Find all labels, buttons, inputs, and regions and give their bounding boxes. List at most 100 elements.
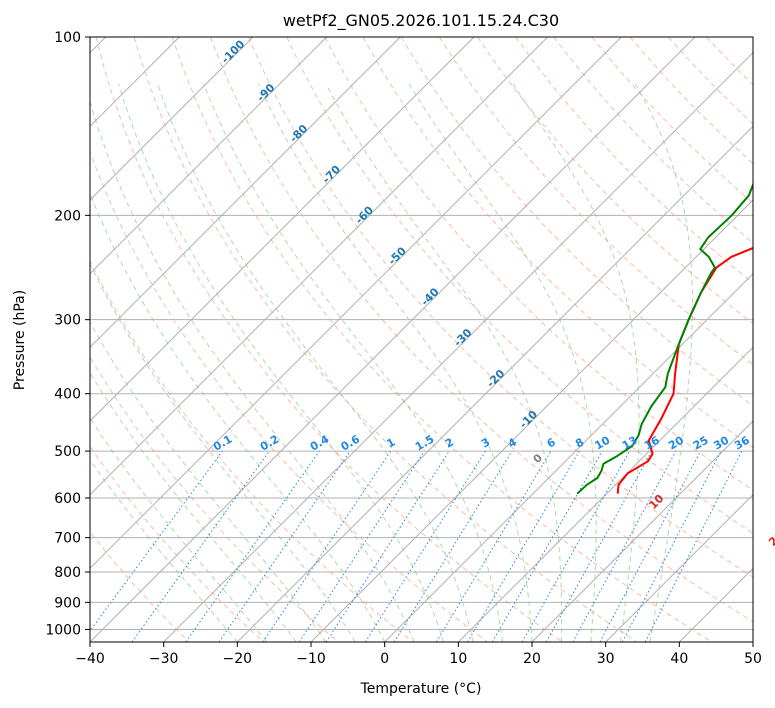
isotherm-label: -100 (219, 37, 248, 66)
y-tick-label: 600 (54, 491, 81, 507)
y-axis-label: Pressure (hPa) (12, 290, 28, 390)
mixing-ratio-label: 13 (620, 434, 640, 453)
y-tick-label: 500 (54, 444, 81, 460)
mixing-ratio-line (90, 450, 223, 632)
moist-adiabat-line (90, 321, 327, 642)
dry-adiabat-line (90, 445, 264, 642)
dewpoint-line (576, 182, 753, 495)
mixing-ratio-label: 36 (732, 433, 752, 452)
mixing-ratio-label: 6 (545, 435, 558, 450)
x-tick-label: 50 (744, 651, 762, 667)
dry-adiabat-line (706, 37, 753, 86)
mixing-ratio-label: 25 (691, 434, 711, 453)
y-tick-label: 800 (54, 565, 81, 581)
mixing-ratio-line (521, 450, 630, 642)
dry-adiabat-line (171, 37, 712, 642)
mixing-ratio-line (185, 450, 320, 642)
x-tick-label: −40 (75, 651, 105, 667)
mixing-ratio-line (644, 450, 743, 642)
isotherm-line (90, 37, 696, 642)
moist-adiabat-line (157, 83, 474, 642)
isotherm-label: -60 (353, 203, 376, 226)
mixing-ratio-label: 16 (642, 433, 662, 452)
y-tick-label: 100 (54, 30, 81, 46)
isotherm-line (90, 37, 549, 496)
dry-adiabat-label: 10 (646, 492, 666, 512)
mixing-ratio-label: 1 (384, 436, 397, 451)
x-axis-label: Temperature (°C) (360, 681, 482, 697)
isotherm-line (752, 641, 753, 642)
mixing-ratio-line (572, 450, 677, 642)
y-tick-label: 900 (54, 595, 81, 611)
dry-adiabat-line (90, 356, 339, 642)
isotherm-line (310, 199, 753, 642)
temperature-line (616, 246, 753, 494)
x-tick-label: −30 (149, 651, 179, 667)
mixing-ratio-label: 2 (443, 436, 456, 451)
dry-adiabat-line (90, 531, 190, 642)
isotherm-label: -20 (484, 367, 507, 390)
x-tick-label: −10 (296, 651, 326, 667)
y-tick-label: 200 (54, 208, 81, 224)
isotherm-line (90, 37, 254, 201)
mixing-ratio-line (218, 450, 351, 642)
moist-adiabat-line (90, 99, 415, 642)
dry-adiabat-line (438, 37, 753, 366)
x-tick-label: 10 (449, 651, 467, 667)
isotherm-line (531, 420, 753, 642)
isotherm-label: -50 (386, 244, 409, 267)
dry-adiabat-label: 0 (531, 451, 546, 466)
moist-adiabat-line (258, 83, 533, 642)
isotherm-line (90, 37, 622, 570)
y-tick-label: 400 (54, 387, 81, 403)
dry-adiabat-line (362, 37, 753, 449)
mixing-ratio-line (325, 450, 450, 642)
mixing-ratio-label: 0.4 (308, 432, 332, 453)
mixing-ratio-label: 10 (593, 433, 613, 452)
isotherm-line (384, 272, 753, 642)
y-tick-label: 700 (54, 531, 81, 547)
isotherm-line (90, 37, 401, 349)
dry-adiabat-line (515, 37, 753, 284)
moist-adiabat-line (90, 417, 268, 642)
dry-adiabat-line (95, 37, 563, 642)
isotherm-line (457, 346, 753, 642)
isotherm-line (90, 37, 328, 275)
x-tick-label: 30 (597, 651, 615, 667)
y-tick-label: 300 (54, 313, 81, 329)
dry-adiabat-line (210, 37, 753, 623)
isotherm-line (605, 493, 753, 642)
dry-adiabat-line (248, 37, 753, 578)
moist-adiabat-line (512, 83, 640, 642)
dry-adiabat-line (477, 37, 753, 325)
mixing-ratio-line (491, 450, 603, 642)
mixing-ratio-line (599, 450, 701, 642)
dry-adiabat-line (133, 37, 638, 642)
mixing-ratio-label: 1.5 (413, 433, 436, 454)
mixing-ratio-line (467, 450, 580, 642)
moist-adiabat-line (203, 83, 503, 642)
moist-adiabat-line (408, 83, 597, 642)
isotherm-line (678, 567, 753, 642)
mixing-ratio-line (262, 450, 392, 642)
isotherm-label: -90 (254, 81, 277, 104)
x-tick-label: 20 (523, 651, 541, 667)
dry-adiabat-line (553, 37, 753, 244)
isotherm-line (236, 125, 753, 642)
mixing-ratio-label: 4 (506, 435, 519, 450)
isotherm-line (90, 37, 475, 422)
dry-adiabat-line (591, 37, 753, 204)
x-tick-label: 0 (380, 651, 389, 667)
mixing-ratio-line (545, 450, 653, 642)
mixing-ratio-label: 0.1 (211, 433, 234, 454)
dry-adiabat-line (400, 37, 753, 407)
mixing-ratio-line (393, 450, 513, 642)
mixing-ratio-line (131, 450, 270, 642)
isotherm-line (163, 51, 753, 642)
dry-adiabat-line (90, 259, 414, 642)
dry-adiabat-line (668, 37, 753, 125)
mixing-ratio-line (364, 450, 486, 642)
isotherm-label: -30 (451, 326, 474, 349)
